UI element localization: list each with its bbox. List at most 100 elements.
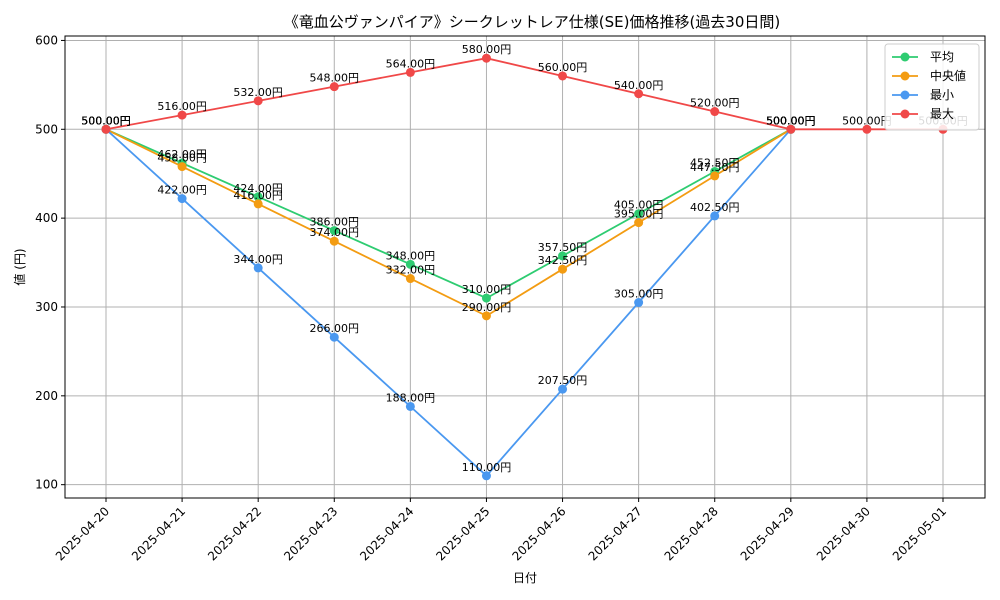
data-point (481, 311, 491, 321)
y-tick-label: 100 (35, 478, 58, 492)
data-label: 110.00円 (462, 461, 512, 474)
data-label: 348.00円 (386, 249, 436, 262)
data-label: 207.50円 (538, 374, 588, 387)
data-label: 532.00円 (233, 86, 283, 99)
legend-label: 最小 (930, 88, 954, 102)
data-label: 452.50円 (690, 156, 740, 169)
data-label: 500.00円 (81, 114, 131, 127)
data-label: 500.00円 (81, 114, 131, 127)
data-point (405, 259, 415, 269)
x-tick-label: 2025-04-25 (433, 504, 492, 563)
x-tick-label: 2025-04-26 (509, 504, 568, 563)
data-point (634, 89, 644, 99)
data-point (634, 298, 644, 308)
data-point (329, 236, 339, 246)
data-label: 500.00円 (766, 114, 816, 127)
data-label: 402.50円 (690, 201, 740, 214)
data-label: 405.00円 (614, 199, 664, 212)
x-tick-label: 2025-04-29 (738, 504, 797, 563)
y-tick-label: 600 (35, 33, 58, 47)
x-axis-label: 日付 (513, 571, 537, 585)
x-tick-label: 2025-04-27 (586, 504, 645, 563)
data-point (558, 264, 568, 274)
data-label: 500.00円 (81, 114, 131, 127)
legend-swatch-marker (900, 109, 910, 119)
data-label: 357.50円 (538, 241, 588, 254)
x-tick-label: 2025-04-24 (357, 504, 416, 563)
x-tick-label: 2025-04-22 (205, 504, 264, 563)
data-point (405, 274, 415, 284)
series-line (105, 57, 943, 131)
data-label: 500.00円 (842, 114, 892, 127)
data-label: 500.00円 (766, 114, 816, 127)
legend-label: 平均 (930, 50, 954, 64)
data-point (481, 53, 491, 63)
data-label: 548.00円 (310, 72, 360, 85)
data-label: 305.00円 (614, 288, 664, 301)
data-point (405, 401, 415, 411)
data-point (329, 332, 339, 342)
data-point (862, 124, 872, 134)
series-line (105, 128, 792, 300)
data-point (634, 209, 644, 219)
legend-item: 中央値 (892, 68, 966, 83)
data-label: 580.00円 (462, 43, 512, 56)
data-label: 424.00円 (233, 182, 283, 195)
data-point (405, 67, 415, 77)
y-axis-label: 値 (円) (12, 248, 27, 285)
data-point (481, 293, 491, 303)
legend-swatch-marker (900, 90, 910, 100)
data-point (481, 471, 491, 481)
data-point (329, 226, 339, 236)
data-label: 447.50円 (690, 161, 740, 174)
data-labels: 500.00円 462.00円 424.00円 386.00円 348.00円 310.0… (81, 43, 968, 474)
data-label: 386.00円 (310, 216, 360, 229)
x-tick-label: 2025-04-30 (814, 504, 873, 563)
chart-title: 《竜血公ヴァンパイア》シークレットレア仕様(SE)価格推移(過去30日間) (284, 13, 781, 31)
y-tick-label: 200 (35, 389, 58, 403)
data-label: 520.00円 (690, 97, 740, 110)
y-tick-label: 500 (35, 122, 58, 136)
x-axis-ticks: 2025-04-20 2025-04-21 2025-04-22 2025-04-23… (53, 498, 949, 563)
data-point (253, 96, 263, 106)
data-label: 516.00円 (157, 100, 207, 113)
series-line (105, 128, 792, 478)
data-point (101, 124, 111, 134)
data-label: 540.00円 (614, 79, 664, 92)
data-label: 500.00円 (766, 114, 816, 127)
data-label: 500.00円 (766, 114, 816, 127)
legend-item: 最大 (892, 107, 954, 121)
data-label: 462.00円 (157, 148, 207, 161)
data-label: 500.00円 (81, 114, 131, 127)
data-point (710, 211, 720, 221)
series-4 (101, 53, 948, 134)
data-label: 290.00円 (462, 301, 512, 314)
data-point (177, 162, 187, 172)
legend-box (884, 43, 980, 131)
data-point (558, 71, 568, 81)
plot-frame (64, 35, 986, 499)
data-point (786, 124, 796, 134)
data-point (710, 171, 720, 181)
data-label: 422.00円 (157, 184, 207, 197)
y-tick-label: 400 (35, 211, 58, 225)
data-point (177, 110, 187, 120)
data-point (634, 218, 644, 228)
data-label: 188.00円 (386, 391, 436, 404)
data-point (177, 194, 187, 204)
x-tick-label: 2025-04-21 (129, 504, 188, 563)
data-label: 560.00円 (538, 61, 588, 74)
legend-item: 平均 (892, 50, 954, 64)
data-point (253, 199, 263, 209)
data-label: 344.00円 (233, 253, 283, 266)
data-label: 458.00円 (157, 152, 207, 165)
legend-label: 最大 (930, 107, 954, 121)
data-label: 342.50円 (538, 254, 588, 267)
series-line (105, 128, 792, 317)
legend-item: 最小 (892, 88, 954, 102)
y-axis-ticks: 100 200 300 400 500 600 (35, 33, 65, 492)
y-tick-label: 300 (35, 300, 58, 314)
data-point (253, 192, 263, 202)
